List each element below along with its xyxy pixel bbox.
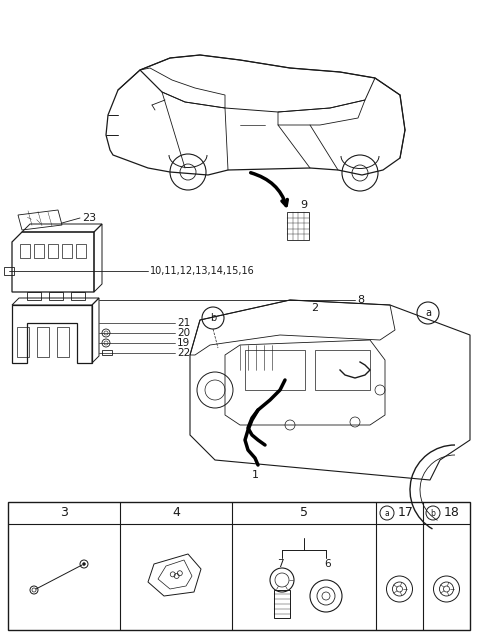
Text: 5: 5	[300, 507, 308, 519]
Bar	[287, 212, 309, 240]
Bar	[76, 244, 86, 258]
Text: 20: 20	[177, 328, 190, 338]
Text: 19: 19	[177, 338, 190, 348]
Bar	[245, 350, 305, 390]
Bar	[62, 244, 72, 258]
Text: b: b	[431, 508, 435, 517]
Circle shape	[83, 563, 85, 565]
Text: 23: 23	[82, 213, 96, 223]
Text: 3: 3	[60, 507, 68, 519]
Bar	[48, 244, 58, 258]
Bar	[4, 267, 14, 275]
Text: 9: 9	[300, 200, 307, 210]
Bar	[34, 244, 44, 258]
Bar	[274, 590, 290, 618]
Bar	[37, 327, 49, 357]
Text: b: b	[210, 313, 216, 323]
Bar	[17, 327, 29, 357]
Text: 4: 4	[172, 507, 180, 519]
Text: 7: 7	[276, 559, 283, 569]
Text: 1: 1	[252, 470, 259, 480]
Text: 6: 6	[324, 559, 331, 569]
Text: 2: 2	[312, 303, 319, 313]
Text: 22: 22	[177, 348, 190, 358]
Text: a: a	[384, 508, 389, 517]
Text: 17: 17	[398, 507, 414, 519]
Text: 21: 21	[177, 318, 190, 328]
Text: 10,11,12,13,14,15,16: 10,11,12,13,14,15,16	[150, 266, 255, 276]
Bar	[102, 350, 112, 355]
Text: 18: 18	[444, 507, 460, 519]
Text: a: a	[425, 308, 431, 318]
Bar	[57, 327, 69, 357]
Bar	[315, 350, 370, 390]
Bar	[8, 502, 470, 630]
Text: 8: 8	[357, 295, 364, 305]
Bar	[20, 244, 30, 258]
